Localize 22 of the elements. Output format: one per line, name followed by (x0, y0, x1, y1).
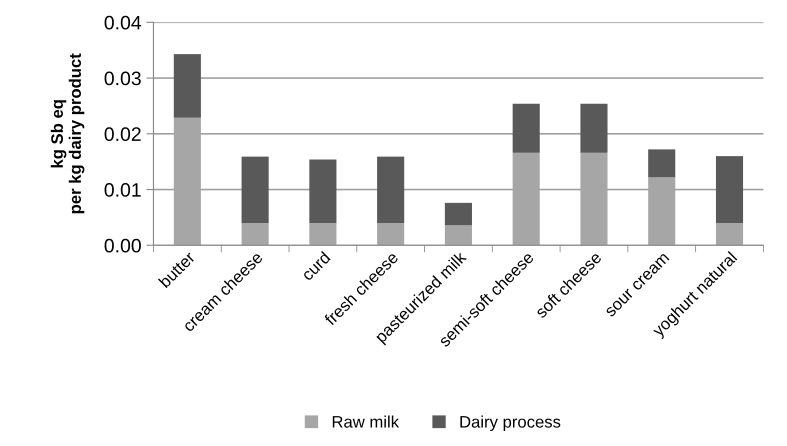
bar (512, 104, 540, 153)
bar (309, 159, 336, 223)
y-tick-label: 0.01 (104, 183, 141, 197)
legend-label: Dairy process (460, 415, 560, 431)
legend-label: Raw milk (332, 415, 400, 428)
y-axis-title: kg Sb eq per kg dairy product (50, 53, 84, 214)
bar (377, 156, 404, 223)
y-tick-label: 0.03 (104, 72, 141, 86)
bar (242, 223, 269, 246)
bar (716, 156, 744, 223)
bar (580, 104, 608, 153)
bar (716, 223, 744, 246)
bar (309, 223, 336, 246)
y-tick-label: 0.00 (104, 238, 141, 253)
bar (174, 54, 201, 118)
bar (444, 225, 472, 246)
y-tick-label: 0.02 (104, 127, 141, 142)
y-tick-label: 0.04 (104, 16, 142, 30)
bar (648, 149, 676, 178)
bar (444, 202, 472, 226)
bar (242, 156, 269, 223)
bar (377, 223, 404, 246)
